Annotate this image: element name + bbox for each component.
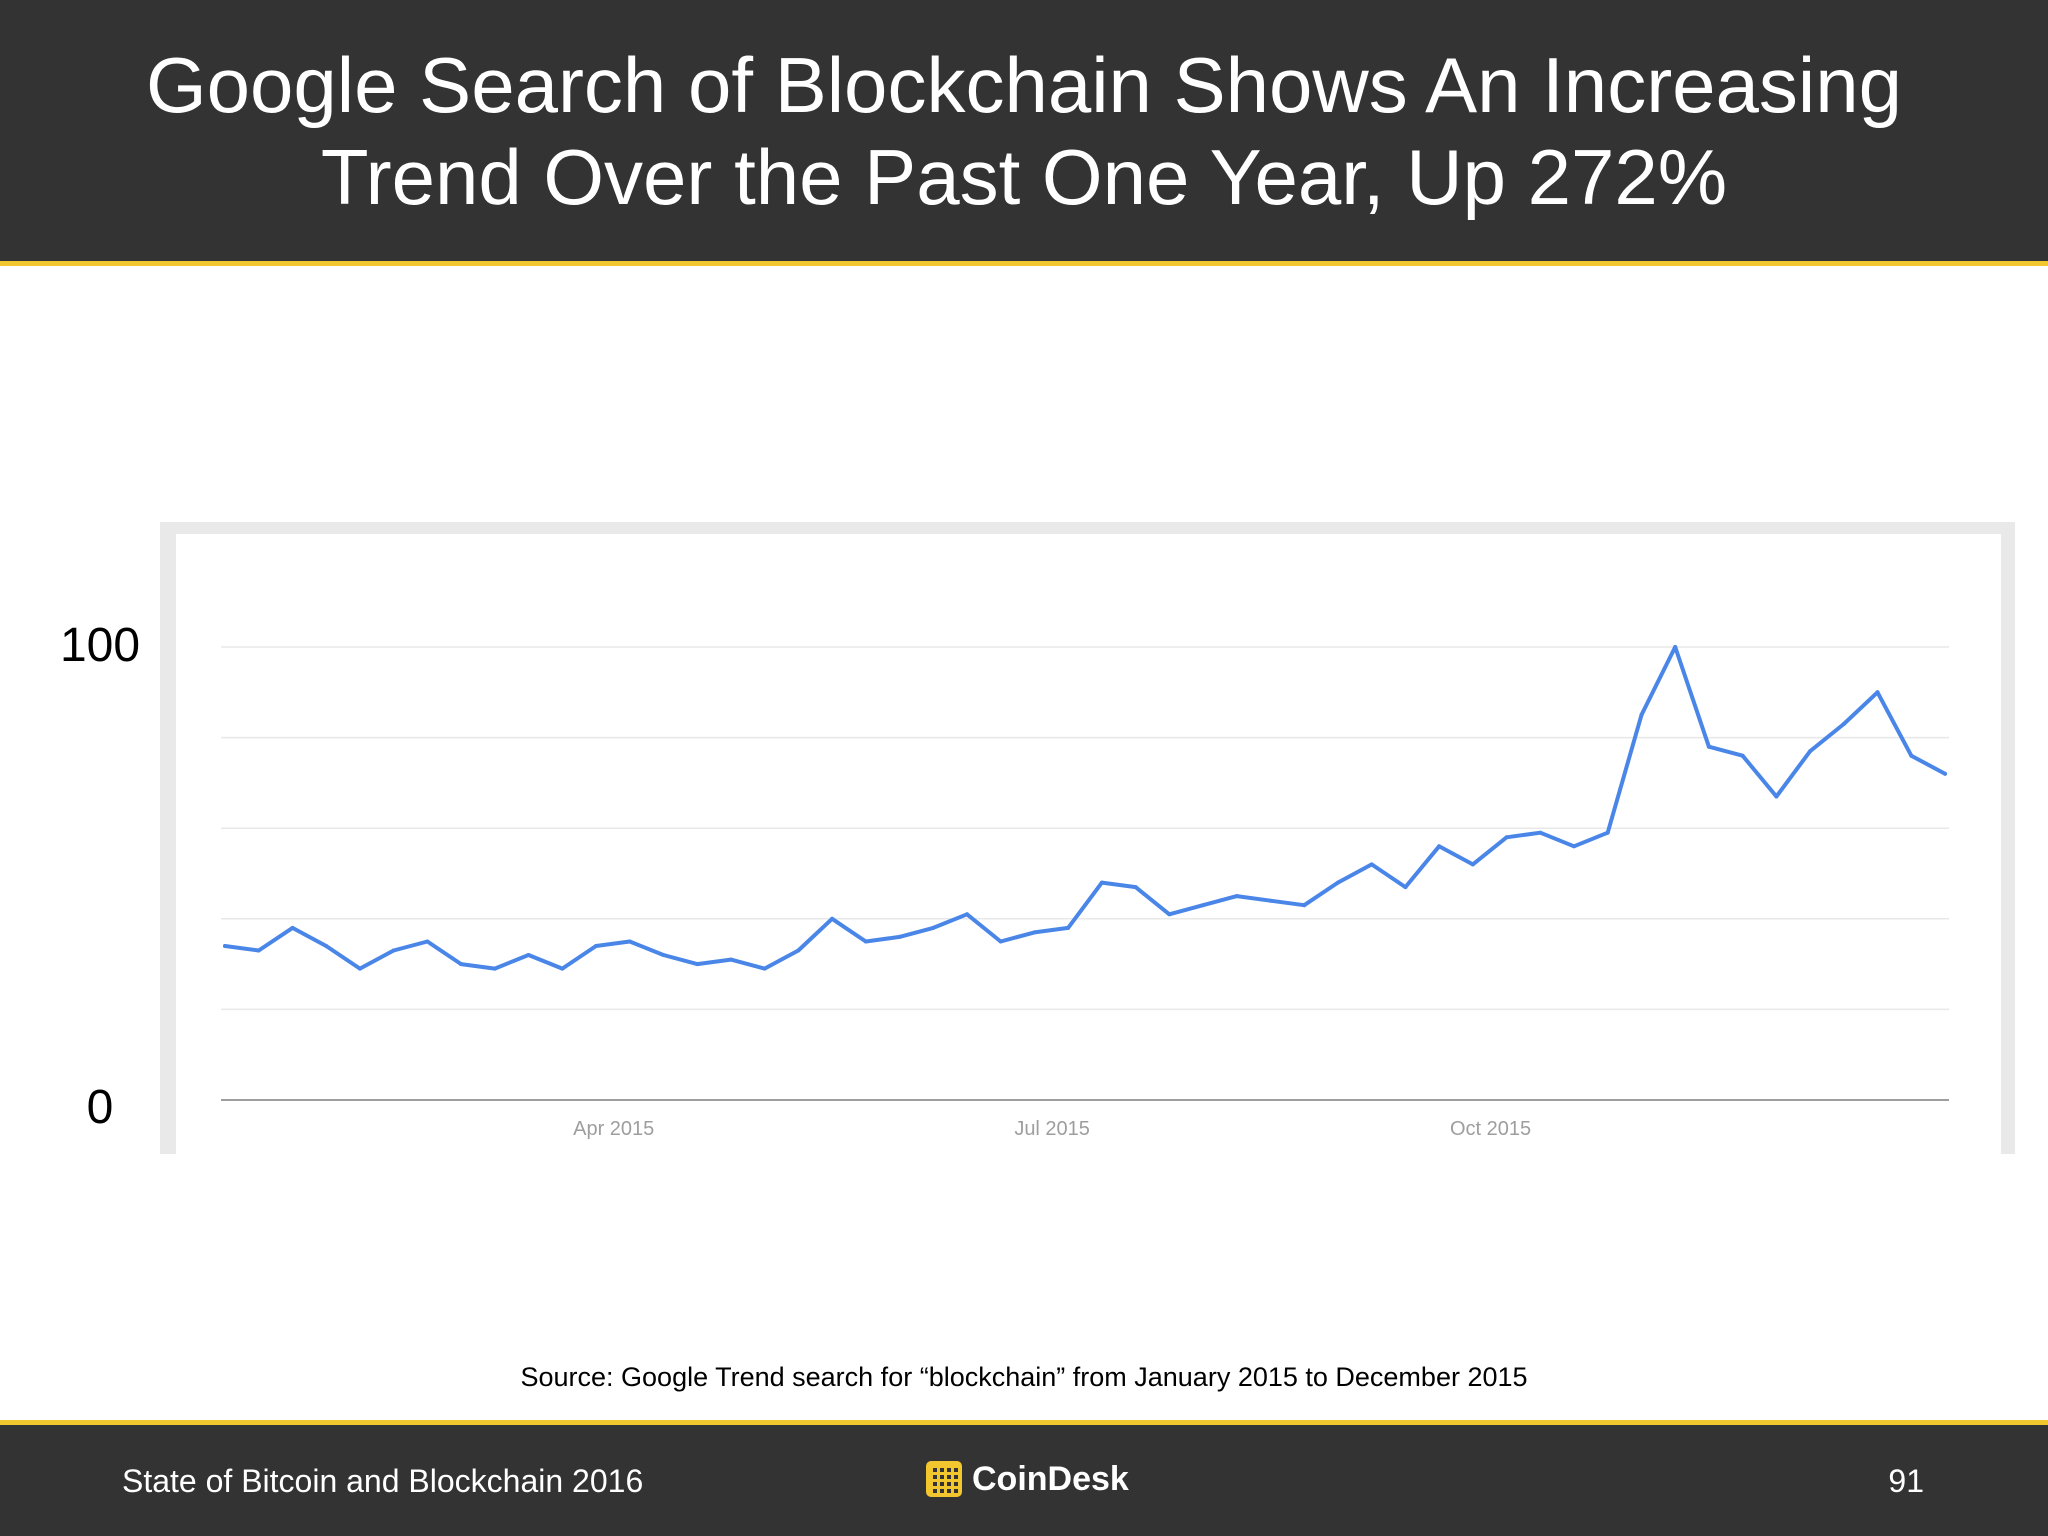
data-point	[1032, 930, 1037, 935]
data-point	[1234, 894, 1239, 899]
data-point	[796, 948, 801, 953]
data-point	[1099, 880, 1104, 885]
data-point	[1201, 903, 1205, 908]
y-tick-label-0: 0	[86, 1081, 114, 1134]
data-point	[1335, 880, 1340, 885]
chart-panel: Apr 2015 Jul 2015 Oct 2015	[176, 534, 2001, 1154]
data-point	[762, 966, 767, 971]
data-point	[425, 939, 430, 944]
source-note: Source: Google Trend search for “blockch…	[520, 1362, 1528, 1392]
trend-chart: Apr 2015 Jul 2015 Oct 2015	[221, 645, 1949, 1140]
data-point	[223, 944, 227, 948]
data-point	[1605, 830, 1610, 835]
data-point	[1133, 885, 1138, 890]
data-point	[1066, 925, 1071, 930]
data-point	[661, 953, 666, 957]
data-point	[526, 953, 531, 957]
slide-footer: State of Bitcoin and Blockchain 2016 Coi…	[0, 1420, 2048, 1536]
slide-title: Google Search of Blockchain Shows An Inc…	[145, 40, 1903, 221]
data-point	[1673, 645, 1678, 649]
coindesk-logo-icon	[926, 1461, 962, 1497]
data-point	[1706, 744, 1711, 749]
data-point	[627, 939, 632, 944]
data-point	[1167, 912, 1172, 917]
data-point	[1943, 771, 1947, 776]
footer-report-title: State of Bitcoin and Blockchain 2016	[122, 1463, 644, 1499]
data-point	[965, 912, 969, 917]
data-point	[998, 939, 1003, 944]
page-number: 91	[1888, 1463, 1924, 1499]
data-point	[1437, 844, 1442, 849]
data-point	[1808, 749, 1813, 754]
data-point	[931, 925, 936, 930]
data-point	[1841, 722, 1846, 726]
data-point	[897, 934, 902, 939]
coindesk-logo-text: CoinDesk	[972, 1459, 1129, 1498]
data-point	[560, 966, 565, 971]
data-point	[1639, 712, 1644, 717]
data-point	[1909, 753, 1914, 758]
x-tick-label: Oct 2015	[1450, 1118, 1531, 1140]
data-point	[1740, 753, 1745, 758]
data-point	[1470, 862, 1475, 867]
data-point	[1875, 690, 1880, 695]
data-point	[728, 957, 733, 962]
data-point	[1302, 903, 1307, 908]
data-point	[256, 948, 261, 953]
data-point	[324, 944, 329, 948]
data-point	[830, 916, 835, 921]
data-point	[594, 944, 598, 948]
data-point	[492, 966, 497, 971]
data-point	[1774, 794, 1779, 799]
x-tick-label: Apr 2015	[573, 1118, 654, 1140]
data-point	[391, 948, 396, 953]
coindesk-logo: CoinDesk	[926, 1457, 1129, 1501]
data-point	[290, 925, 295, 930]
data-point	[1369, 862, 1374, 867]
data-point	[357, 966, 362, 971]
data-point	[1403, 885, 1408, 890]
data-point	[695, 962, 700, 967]
data-point	[863, 939, 868, 944]
slide-header: Google Search of Blockchain Shows An Inc…	[0, 0, 2048, 266]
data-point	[1504, 835, 1509, 840]
x-tick-label: Jul 2015	[1014, 1118, 1090, 1140]
data-point	[1538, 830, 1543, 835]
data-point	[1268, 898, 1273, 903]
chart-frame: Apr 2015 Jul 2015 Oct 2015	[160, 522, 2015, 1154]
y-tick-label-100: 100	[59, 619, 141, 672]
data-point	[1572, 844, 1576, 849]
data-point	[459, 962, 464, 967]
series-line	[223, 645, 1947, 971]
